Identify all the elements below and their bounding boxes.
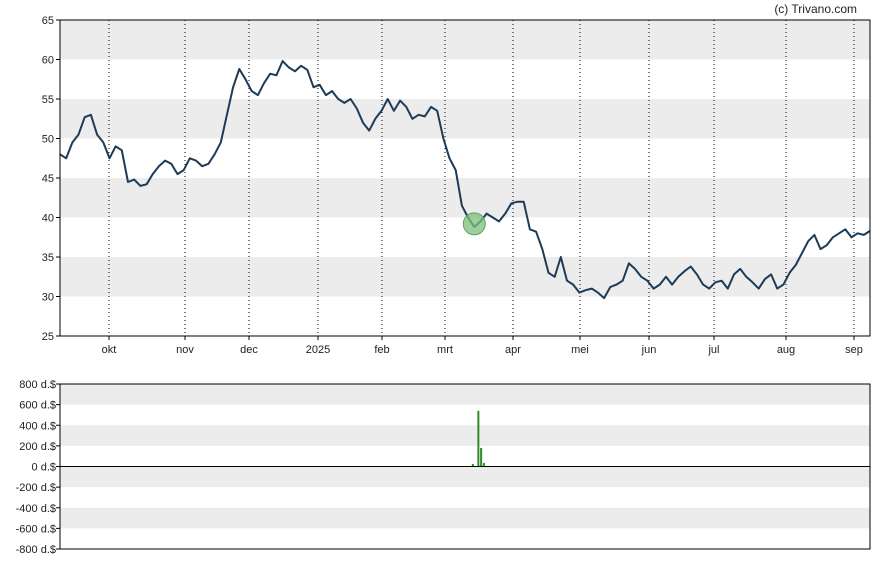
volume-y-tick-label: 200 d.$	[19, 441, 56, 453]
price-frame	[59, 19, 871, 337]
price-x-tick-label: okt	[102, 344, 117, 356]
price-y-tick-label: 35	[42, 252, 54, 264]
price-y-ticks: 25 30 35 40 45 50 55 60 65	[42, 15, 60, 343]
price-grid	[108, 20, 855, 336]
price-x-tick-label: jun	[641, 344, 657, 356]
price-x-tick-label: 2025	[306, 344, 330, 356]
price-x-tick-label: nov	[176, 344, 194, 356]
price-band	[60, 20, 870, 60]
price-line	[59, 60, 871, 300]
price-bands	[60, 20, 870, 336]
event-marker	[462, 212, 486, 236]
price-x-tick-label: feb	[374, 344, 389, 356]
volume-band	[60, 384, 870, 405]
volume-bars	[471, 410, 485, 467]
price-x-tick-label: mei	[571, 344, 589, 356]
price-y-tick-label: 25	[42, 331, 54, 343]
price-y-tick-label: 60	[42, 55, 54, 67]
price-x-tick-label: mrt	[437, 344, 453, 356]
price-y-tick-label: 50	[42, 134, 54, 146]
volume-y-tick-label: -400 d.$	[16, 503, 56, 515]
price-y-tick-label: 30	[42, 292, 54, 304]
credit-label: (c) Trivano.com	[774, 2, 857, 16]
price-x-tick-label: jul	[707, 344, 719, 356]
price-y-tick-label: 45	[42, 173, 54, 185]
price-y-tick-label: 65	[42, 15, 54, 27]
volume-y-ticks: 800 d.$ 600 d.$ 400 d.$ 200 d.$ 0 d.$ -200 d.…	[16, 379, 60, 556]
price-x-ticks: okt nov dec 2025 feb mrt apr mei jun jul aug sep	[102, 336, 863, 356]
volume-bar	[471, 463, 474, 467]
price-y-tick-label: 40	[42, 213, 54, 225]
price-x-tick-label: apr	[505, 344, 521, 356]
volume-y-tick-label: -200 d.$	[16, 482, 56, 494]
price-x-tick-label: aug	[777, 344, 795, 356]
price-x-tick-label: dec	[240, 344, 258, 356]
volume-band	[60, 466, 870, 488]
volume-y-tick-label: -800 d.$	[16, 544, 56, 556]
volume-band	[60, 425, 870, 446]
volume-y-tick-label: 0 d.$	[32, 462, 56, 474]
volume-frame	[59, 383, 871, 550]
volume-bar	[480, 447, 483, 467]
volume-bar	[482, 462, 485, 467]
volume-panel: 800 d.$ 600 d.$ 400 d.$ 200 d.$ 0 d.$ -200 d.…	[16, 379, 871, 556]
volume-bar	[477, 410, 480, 467]
volume-y-tick-label: 800 d.$	[19, 379, 56, 391]
price-band	[60, 257, 870, 297]
price-x-tick-label: sep	[845, 344, 863, 356]
price-band	[60, 99, 870, 139]
volume-y-tick-label: -600 d.$	[16, 523, 56, 535]
volume-y-tick-label: 600 d.$	[19, 400, 56, 412]
volume-band	[60, 507, 870, 529]
price-y-tick-label: 55	[42, 94, 54, 106]
volume-y-tick-label: 400 d.$	[19, 420, 56, 432]
price-panel: 25 30 35 40 45 50 55 60 65 okt nov dec 2025 feb mrt ap…	[42, 15, 871, 356]
